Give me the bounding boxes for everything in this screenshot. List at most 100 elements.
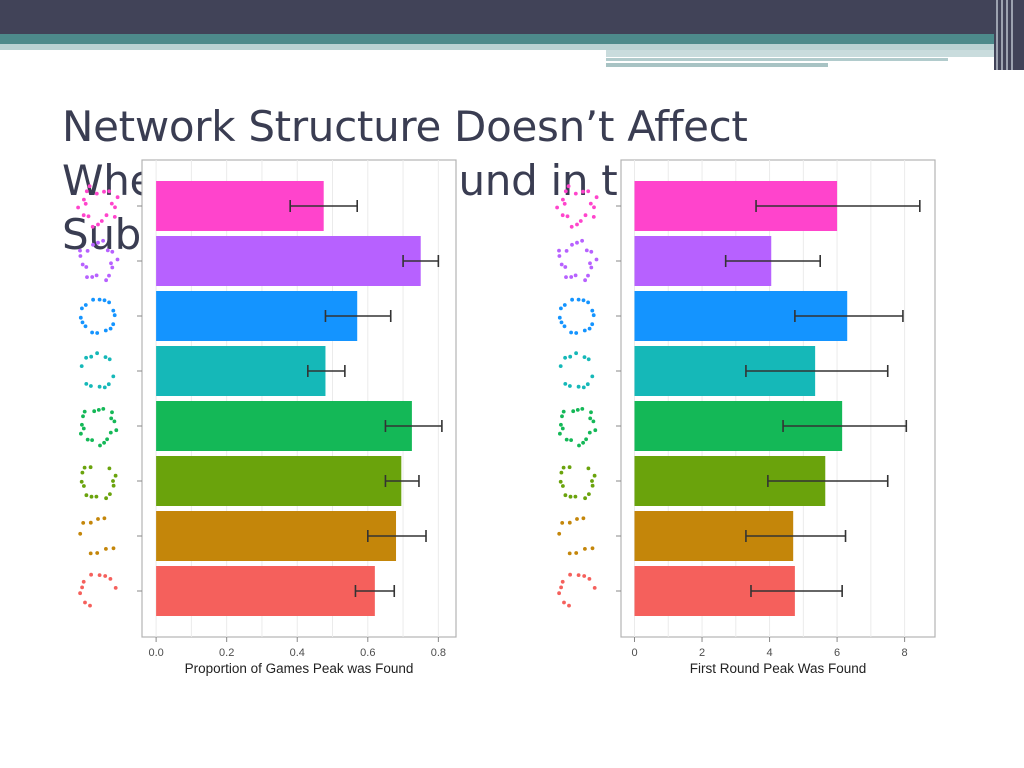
network-node xyxy=(583,213,588,218)
network-node xyxy=(83,324,88,329)
network-node xyxy=(107,189,112,194)
network-1-icon xyxy=(555,184,599,229)
network-node xyxy=(575,240,579,245)
network-node xyxy=(590,483,595,488)
network-node xyxy=(78,248,82,253)
network-node xyxy=(594,195,599,200)
network-node xyxy=(87,184,92,189)
x-tick-label: 8 xyxy=(902,647,908,659)
network-node xyxy=(582,355,587,359)
network-7-icon xyxy=(78,516,116,556)
network-node xyxy=(575,222,579,227)
network-node xyxy=(592,586,597,590)
network-node xyxy=(560,426,565,431)
bar-network-7 xyxy=(156,511,397,561)
network-node xyxy=(563,265,568,269)
network-node xyxy=(111,374,116,379)
network-node xyxy=(96,408,101,412)
network-4-icon xyxy=(558,351,595,390)
network-node xyxy=(96,240,100,245)
network-node xyxy=(94,273,99,278)
network-node xyxy=(90,224,95,229)
network-node xyxy=(90,330,94,335)
network-node xyxy=(102,385,107,390)
network-node xyxy=(581,298,586,303)
network-node xyxy=(590,546,595,551)
network-2-icon xyxy=(78,238,120,283)
network-node xyxy=(563,493,568,498)
network-node xyxy=(593,428,598,433)
network-node xyxy=(80,470,85,475)
decor-bar-2 xyxy=(606,58,948,61)
network-node xyxy=(568,384,572,388)
network-node xyxy=(105,248,110,253)
network-node xyxy=(105,437,109,442)
network-node xyxy=(108,577,113,581)
network-node xyxy=(102,440,106,445)
network-node xyxy=(79,431,83,436)
network-3-icon xyxy=(557,297,596,335)
network-node xyxy=(559,422,563,427)
network-node xyxy=(90,275,95,279)
network-node xyxy=(107,300,111,305)
network-node xyxy=(587,326,592,331)
network-node xyxy=(95,331,100,335)
chart-panel-1: 0.0 0.2 0.4 0.6 0.8 Proportion of Games Peak … xyxy=(76,159,457,676)
network-node xyxy=(590,308,595,313)
network-node xyxy=(589,249,594,254)
network-node xyxy=(560,579,565,584)
network-node xyxy=(581,516,586,521)
network-node xyxy=(575,408,580,412)
network-node xyxy=(569,330,573,335)
network-node xyxy=(561,197,565,202)
plot-area xyxy=(141,159,457,638)
header-band xyxy=(0,0,1024,34)
network-node xyxy=(582,574,587,578)
network-node xyxy=(584,248,589,253)
network-node xyxy=(89,572,93,577)
network-node xyxy=(78,254,83,258)
network-node xyxy=(108,430,113,435)
network-node xyxy=(573,494,578,499)
network-node xyxy=(115,195,120,200)
network-node xyxy=(583,278,587,283)
network-node xyxy=(590,479,594,483)
network-node xyxy=(103,574,108,578)
network-node xyxy=(589,265,594,270)
network-node xyxy=(575,517,579,521)
network-node xyxy=(111,322,116,327)
network-node xyxy=(101,238,105,243)
network-node xyxy=(567,520,572,525)
network-node xyxy=(84,265,89,269)
network-node xyxy=(97,384,102,389)
network-node xyxy=(83,201,88,206)
x-axis-title: Proportion of Games Peak was Found xyxy=(185,661,414,676)
network-1-icon xyxy=(76,184,120,229)
x-axis-title: First Round Peak Was Found xyxy=(690,661,867,676)
network-node xyxy=(561,484,565,488)
network-node xyxy=(591,313,596,318)
network-node xyxy=(84,355,88,360)
network-node xyxy=(590,322,595,327)
network-node xyxy=(571,409,576,414)
bar-network-5 xyxy=(156,401,412,451)
network-node xyxy=(81,579,86,584)
network-node xyxy=(83,600,87,605)
network-node xyxy=(592,473,597,478)
network-node xyxy=(558,431,562,436)
network-node xyxy=(111,479,115,483)
network-node xyxy=(574,551,579,555)
network-node xyxy=(581,385,586,390)
network-node xyxy=(102,516,107,521)
network-node xyxy=(577,443,581,448)
network-node xyxy=(83,303,88,307)
network-node xyxy=(89,354,94,359)
network-node xyxy=(586,466,591,471)
network-node xyxy=(573,273,578,278)
network-node xyxy=(114,428,119,433)
network-node xyxy=(559,262,564,267)
network-node xyxy=(113,205,117,210)
network-node xyxy=(580,407,585,411)
edge-line xyxy=(996,0,998,70)
